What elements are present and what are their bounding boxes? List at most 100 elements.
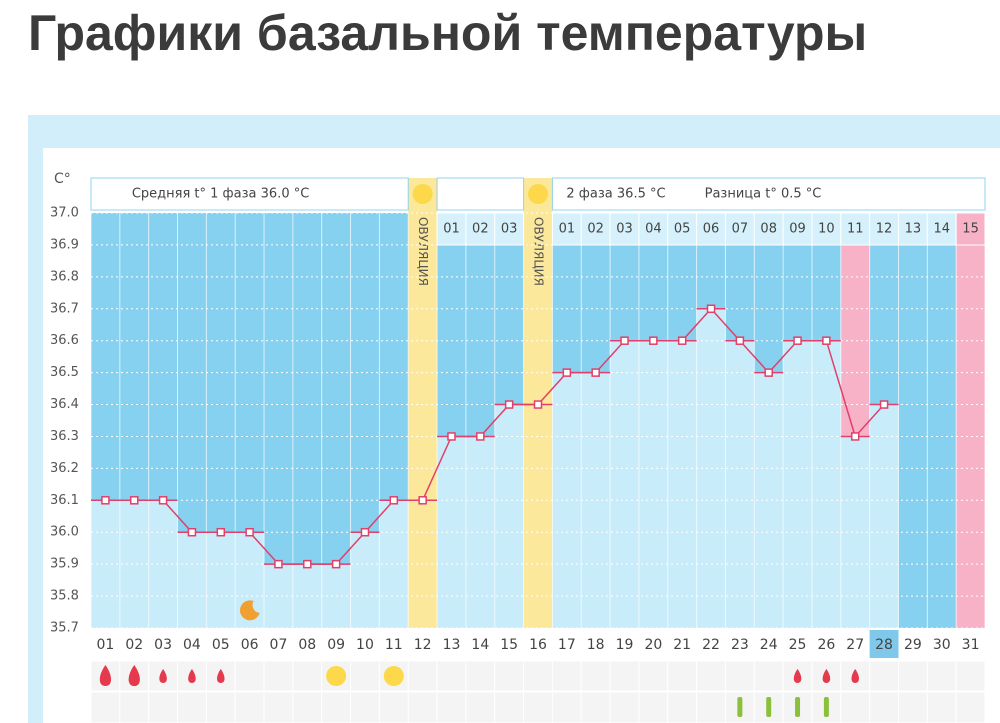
mark-icon <box>823 697 829 717</box>
x-tick-label: 17 <box>558 637 576 653</box>
event-cell <box>465 660 496 692</box>
event-cell <box>638 691 669 723</box>
y-tick-label: 36.5 <box>50 365 79 380</box>
cycle-day-label: 11 <box>847 222 864 237</box>
temperature-bar <box>610 340 639 628</box>
event-cell <box>667 691 698 723</box>
event-cell <box>869 691 899 723</box>
cycle-day-label: 02 <box>472 222 489 237</box>
drop-icon <box>188 669 196 683</box>
value-marker <box>822 336 831 345</box>
value-marker <box>850 432 860 441</box>
cycle-day-label: 10 <box>818 222 835 237</box>
drop-icon <box>851 669 859 683</box>
temperature-bar <box>638 340 668 628</box>
x-tick-label: 11 <box>385 637 403 653</box>
summary-cell <box>436 177 525 211</box>
x-tick-label: 15 <box>500 637 518 653</box>
x-tick-label: 03 <box>154 637 172 653</box>
event-cell <box>177 691 207 723</box>
x-tick-label: 02 <box>125 637 143 653</box>
cycle-day-cell <box>897 212 928 246</box>
x-tick-label: 31 <box>962 637 980 653</box>
x-tick-label: 25 <box>789 637 807 653</box>
value-marker <box>303 559 312 569</box>
event-cell <box>292 660 323 692</box>
value-marker <box>677 336 687 345</box>
x-tick-label: 04 <box>183 637 201 653</box>
value-marker <box>158 496 168 505</box>
ovulation-column <box>408 178 438 628</box>
cycle-day-cell <box>494 212 525 246</box>
event-cell <box>897 691 928 723</box>
event-cell <box>580 691 611 723</box>
value-marker <box>793 336 802 345</box>
cycle-day-label: 04 <box>645 222 662 237</box>
y-tick-label: 36.2 <box>50 461 79 476</box>
value-marker <box>101 496 110 505</box>
y-tick-label: 35.9 <box>50 557 79 572</box>
cycle-day-label: 07 <box>732 222 749 237</box>
cycle-day-cell <box>667 212 698 246</box>
cycle-day-label: 03 <box>616 222 633 237</box>
event-cell <box>955 660 986 692</box>
event-cell <box>696 691 726 723</box>
temperature-bar <box>177 532 207 628</box>
moon-icon <box>239 600 260 621</box>
y-tick-label: 36.8 <box>50 269 79 284</box>
drop-icon <box>159 669 167 683</box>
summary-phase2: 2 фаза 36.5 °C <box>566 187 665 202</box>
x-tick-label: 07 <box>270 637 288 653</box>
value-marker <box>706 304 716 314</box>
event-cell <box>955 691 986 723</box>
drop-icon <box>793 669 802 683</box>
value-marker <box>245 527 254 537</box>
mark-icon <box>795 697 801 717</box>
temperature-bar <box>667 340 697 628</box>
x-tick-label: 27 <box>846 637 864 653</box>
x-tick-label: 14 <box>471 637 489 653</box>
value-marker <box>879 400 889 409</box>
cycle-day-cell <box>926 212 957 246</box>
drop-icon <box>99 665 112 686</box>
event-cell <box>551 691 582 723</box>
y-tick-label: 36.0 <box>50 525 79 540</box>
cycle-day-cell <box>609 212 640 246</box>
event-cell <box>263 660 294 692</box>
x-tick-label: 23 <box>731 637 749 653</box>
temperature-bar <box>379 500 409 628</box>
value-marker <box>735 336 745 345</box>
x-tick-label: 20 <box>644 637 662 653</box>
y-unit: C° <box>54 171 71 187</box>
x-tick-label: 29 <box>904 637 922 653</box>
event-cell <box>869 660 899 692</box>
x-tick-label: 22 <box>702 637 720 653</box>
temperature-bar <box>840 436 870 628</box>
event-cell <box>321 691 352 723</box>
value-marker <box>418 496 427 505</box>
drop-icon <box>822 669 831 683</box>
value-marker <box>562 368 572 377</box>
event-cell <box>494 660 525 692</box>
mark-icon <box>766 697 772 717</box>
value-marker <box>216 527 226 537</box>
x-tick-label: 21 <box>673 637 691 653</box>
event-cell <box>407 691 438 723</box>
event-cell <box>119 691 150 723</box>
temperature-bar <box>725 340 755 628</box>
temperature-bar <box>465 436 495 628</box>
x-tick-label: 24 <box>760 637 778 653</box>
cycle-day-cell <box>436 212 467 246</box>
summary-cell <box>551 177 986 211</box>
event-cell <box>926 691 957 723</box>
event-cell <box>609 691 640 723</box>
event-cell <box>667 660 698 692</box>
temperature-bar <box>783 340 812 628</box>
event-cell <box>926 660 957 692</box>
value-marker <box>476 432 485 441</box>
event-cell <box>234 691 265 723</box>
temperature-bar <box>754 372 784 628</box>
x-tick-label: 26 <box>817 637 835 653</box>
x-tick-label: 13 <box>443 637 461 653</box>
